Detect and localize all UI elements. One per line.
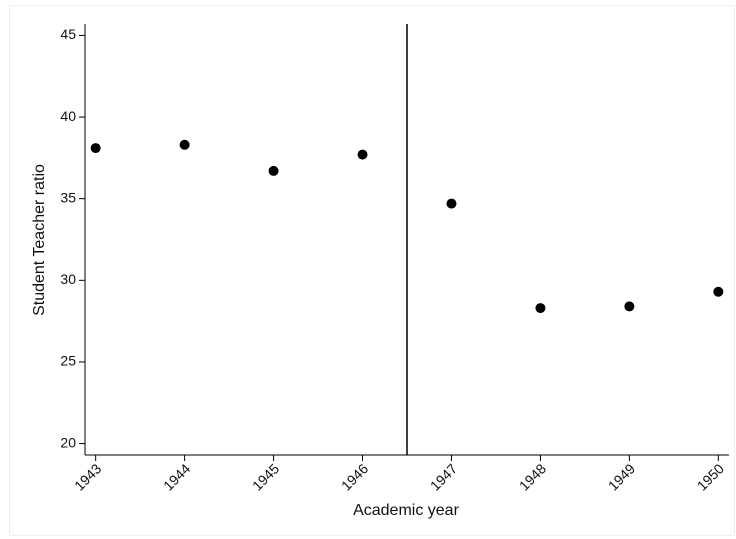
- point: [179, 139, 190, 150]
- point: [446, 198, 457, 209]
- x-axis-title: Academic year: [353, 502, 459, 519]
- x-tick-label: 1945: [249, 460, 282, 493]
- point: [535, 303, 546, 314]
- x-tick-label: 1943: [71, 460, 104, 493]
- frame: [9, 5, 735, 536]
- point: [90, 143, 101, 154]
- x-tick-label: 1947: [427, 460, 460, 493]
- x-tick-label: 1950: [694, 460, 727, 493]
- y-tick-label: 30: [60, 271, 76, 287]
- x-tick-label: 1946: [338, 460, 371, 493]
- point: [713, 286, 724, 297]
- x-tick-label: 1944: [160, 460, 193, 493]
- x-tick-label: 1948: [516, 460, 549, 493]
- y-tick-label: 35: [60, 189, 76, 205]
- y-tick-label: 20: [60, 434, 76, 450]
- point: [268, 165, 279, 176]
- x-tick-label: 1949: [605, 460, 638, 493]
- y-tick-label: 25: [60, 353, 76, 369]
- point: [624, 301, 635, 312]
- y-axis-title: Student Teacher ratio: [31, 164, 48, 316]
- point: [357, 149, 368, 160]
- y-tick-label: 45: [60, 26, 76, 42]
- y-tick-label: 40: [60, 108, 76, 124]
